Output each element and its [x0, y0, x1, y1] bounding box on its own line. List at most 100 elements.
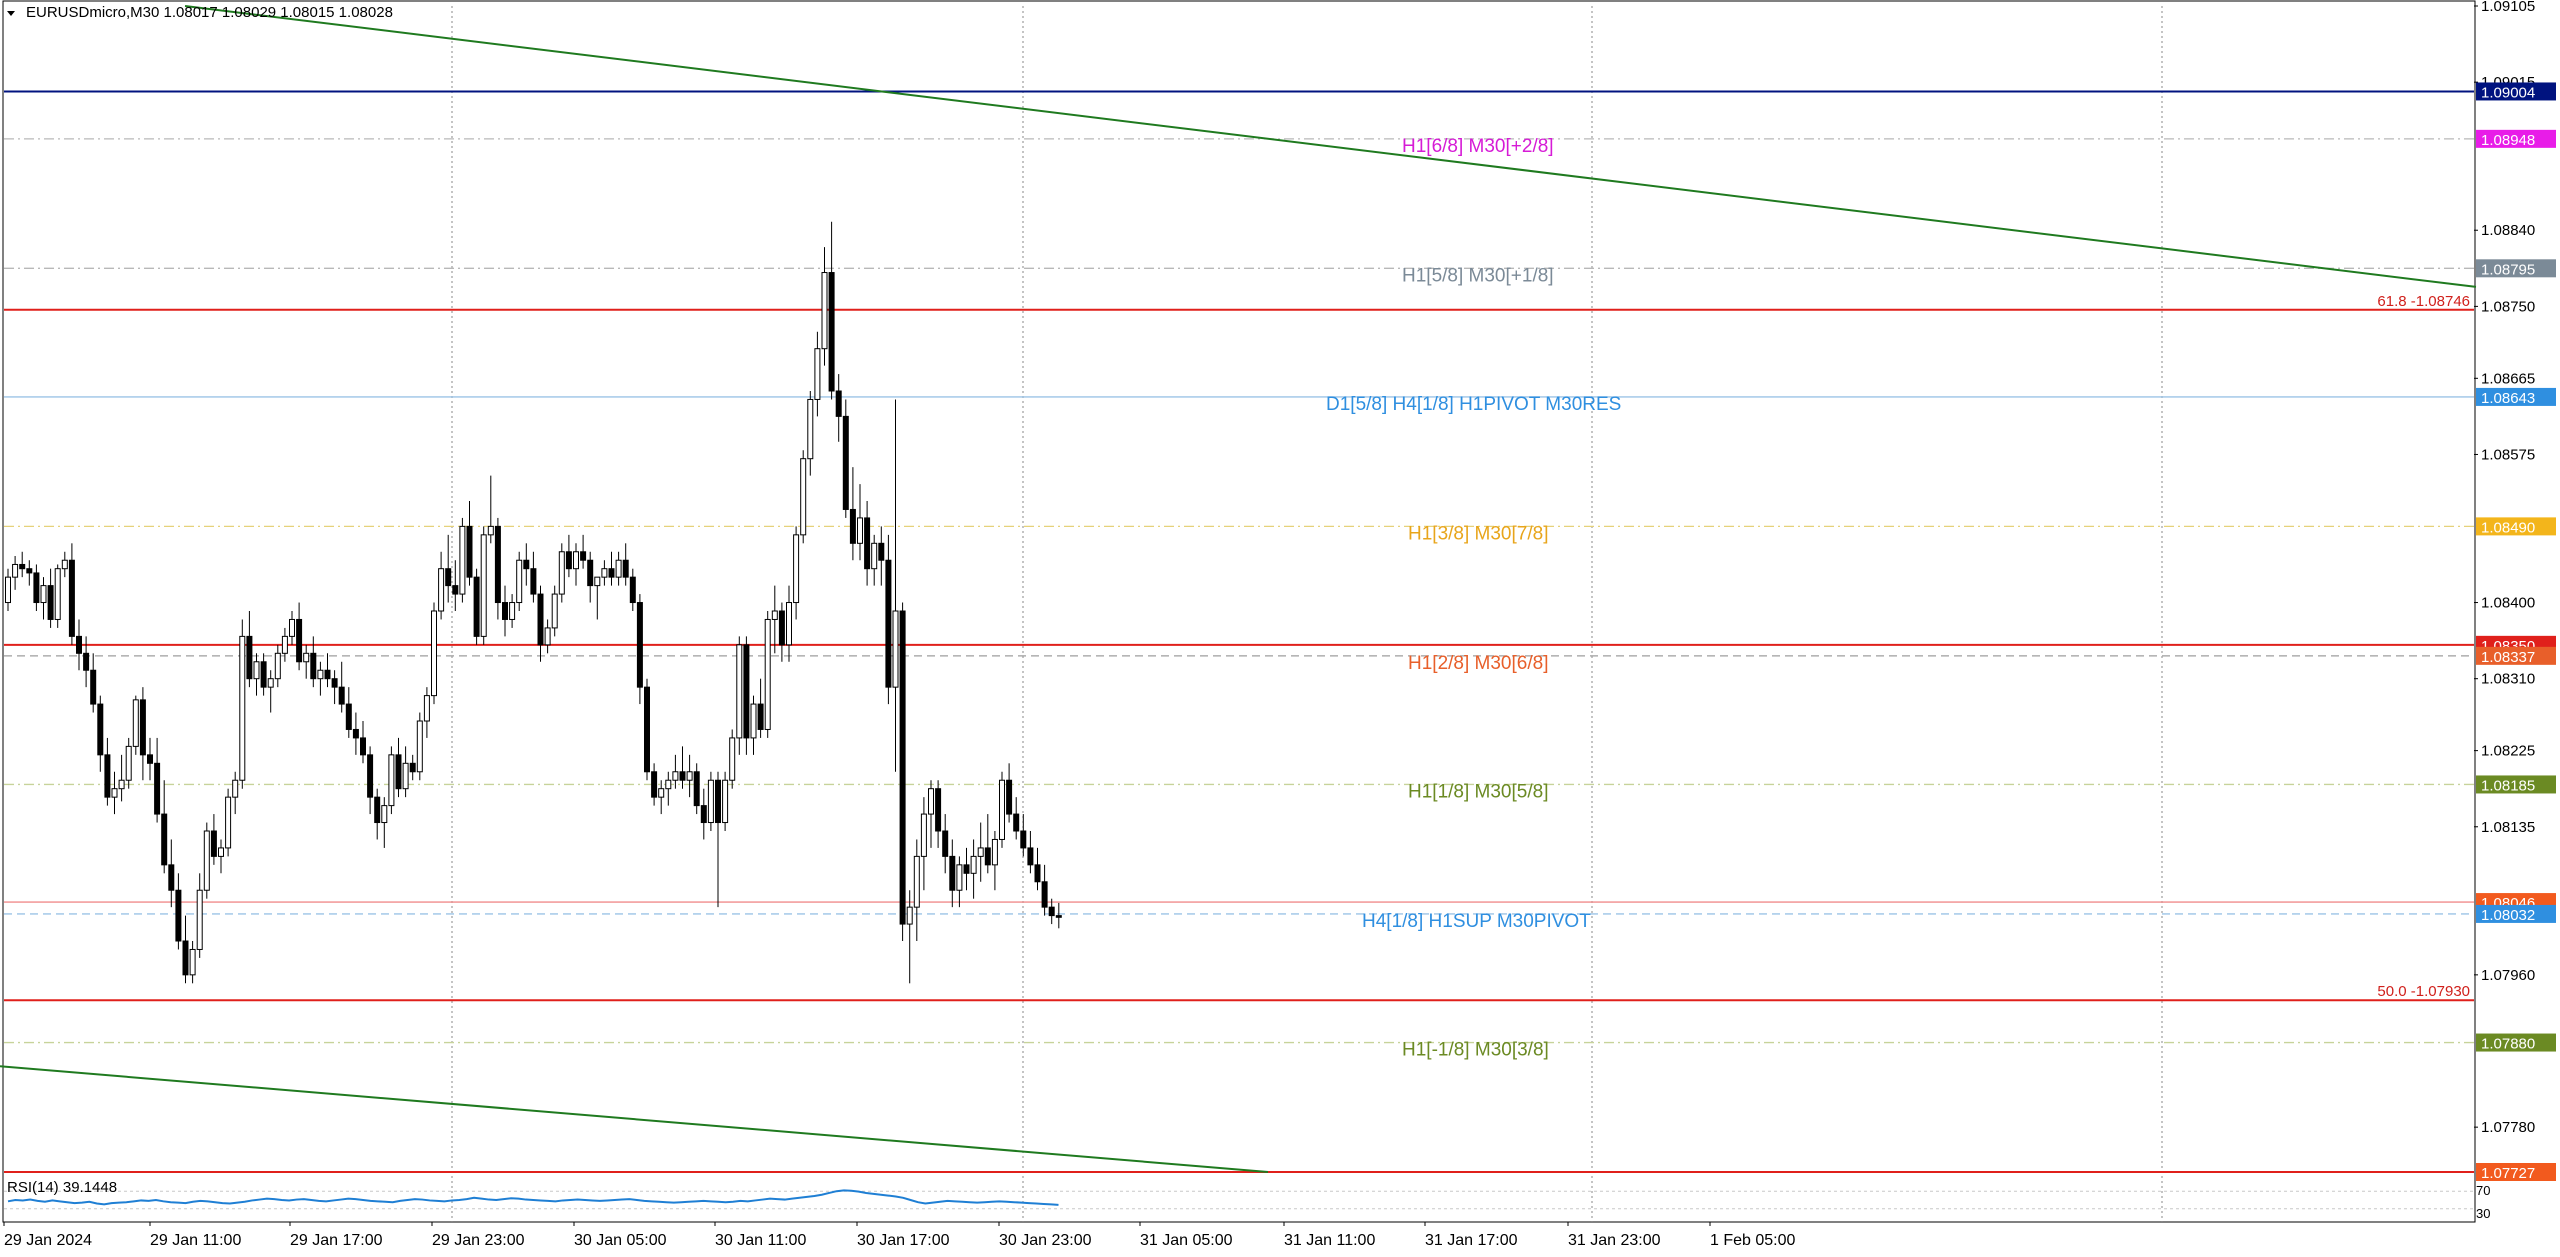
bear-candle-body	[452, 585, 459, 595]
triangle-down-icon[interactable]	[7, 11, 15, 16]
bear-candle-body	[324, 669, 331, 680]
candle	[26, 560, 33, 586]
price-badge-label: 1.09004	[2481, 84, 2535, 101]
bear-candle-body	[700, 805, 707, 824]
level-label: H1[2/8] M30[6/8]	[1408, 653, 1548, 674]
bear-candle-body	[693, 771, 700, 807]
chart-frame	[2, 0, 2476, 1223]
bear-candle-body	[644, 686, 650, 773]
candle	[970, 839, 977, 899]
candle	[296, 602, 303, 671]
bull-candle-body	[132, 699, 139, 747]
bear-candle-body	[565, 551, 572, 570]
price-tick-label: 1.07780	[2481, 1119, 2535, 1136]
candle	[956, 856, 963, 908]
candle	[310, 636, 317, 688]
bear-candle-body	[778, 610, 785, 646]
candle	[764, 611, 771, 738]
candle	[991, 831, 998, 891]
candle	[289, 611, 295, 645]
bull-candle-body	[892, 610, 899, 688]
price-badge-bg	[2476, 1033, 2556, 1052]
time-tick-label: 29 Jan 2024	[4, 1232, 92, 1249]
candle	[303, 644, 310, 679]
bear-candle-body	[757, 703, 764, 730]
bear-candle-body	[651, 771, 658, 798]
bear-candle-body	[587, 559, 594, 587]
bear-candle-body	[935, 788, 942, 832]
bull-candle-body	[438, 568, 445, 612]
trendlines[interactable]	[0, 5, 2477, 1173]
candle	[1034, 847, 1041, 891]
trendline[interactable]	[0, 1065, 1269, 1173]
bull-candle-body	[423, 695, 430, 722]
candle	[984, 814, 991, 874]
bull-candle-body	[807, 398, 814, 460]
candle	[892, 399, 899, 772]
candle	[750, 695, 757, 755]
bear-candle-body	[246, 635, 253, 680]
candle	[842, 399, 849, 518]
trendline[interactable]	[184, 5, 2477, 288]
bull-candle-body	[977, 847, 984, 857]
candle	[374, 788, 381, 840]
candle	[537, 585, 544, 662]
bear-candle-body	[260, 661, 267, 688]
candle	[636, 594, 643, 705]
bear-candle-body	[629, 576, 636, 604]
candle	[1048, 898, 1055, 925]
candle	[1041, 864, 1048, 916]
bear-candle-body	[608, 568, 615, 578]
candle	[1027, 831, 1034, 874]
candle	[175, 873, 182, 950]
bull-candle-body	[118, 779, 125, 790]
bear-candle-body	[1013, 813, 1020, 832]
candle	[232, 771, 239, 815]
candle	[736, 636, 743, 755]
price-tick-label: 1.08575	[2481, 446, 2535, 463]
price-badge: 1.08185	[2476, 775, 2556, 794]
candle	[835, 374, 842, 442]
candle	[189, 941, 196, 984]
bull-candle-body	[771, 610, 778, 620]
price-tick-label: 1.08310	[2481, 671, 2535, 688]
candle	[580, 534, 587, 569]
bear-candle-body	[1055, 915, 1062, 918]
bull-candle-body	[516, 559, 523, 604]
candle	[360, 721, 366, 764]
bear-candle-body	[1041, 881, 1048, 908]
time-tick-label: 30 Jan 05:00	[574, 1232, 667, 1249]
candle	[139, 687, 146, 781]
time-tick-label: 29 Jan 17:00	[290, 1232, 383, 1249]
bull-candle-body	[416, 720, 423, 773]
candle	[665, 771, 672, 806]
time-tick-label: 31 Jan 23:00	[1568, 1232, 1661, 1249]
bull-candle-body	[800, 458, 807, 536]
candle	[509, 594, 516, 628]
rsi-label: RSI(14) 39.1448	[7, 1179, 117, 1196]
candle	[267, 670, 274, 713]
candle	[672, 754, 679, 789]
rsi-subwindow	[4, 1189, 2474, 1210]
bull-candle-body	[281, 635, 288, 654]
price-badge-bg	[2476, 1163, 2556, 1181]
candle	[367, 746, 374, 815]
bear-candle-body	[1048, 906, 1055, 917]
bull-candle-body	[203, 830, 210, 891]
candle	[473, 568, 480, 645]
bear-candle-body	[175, 889, 182, 942]
candle	[942, 814, 949, 874]
candle	[757, 678, 764, 738]
bear-candle-body	[360, 737, 366, 756]
candle	[388, 746, 395, 815]
bull-candle-body	[814, 348, 821, 400]
candle	[345, 687, 352, 738]
bull-candle-body	[253, 661, 260, 680]
candle	[913, 839, 920, 941]
bear-candle-body	[33, 572, 40, 604]
bull-candle-body	[686, 771, 693, 781]
candle	[253, 653, 260, 696]
candle	[409, 754, 416, 781]
